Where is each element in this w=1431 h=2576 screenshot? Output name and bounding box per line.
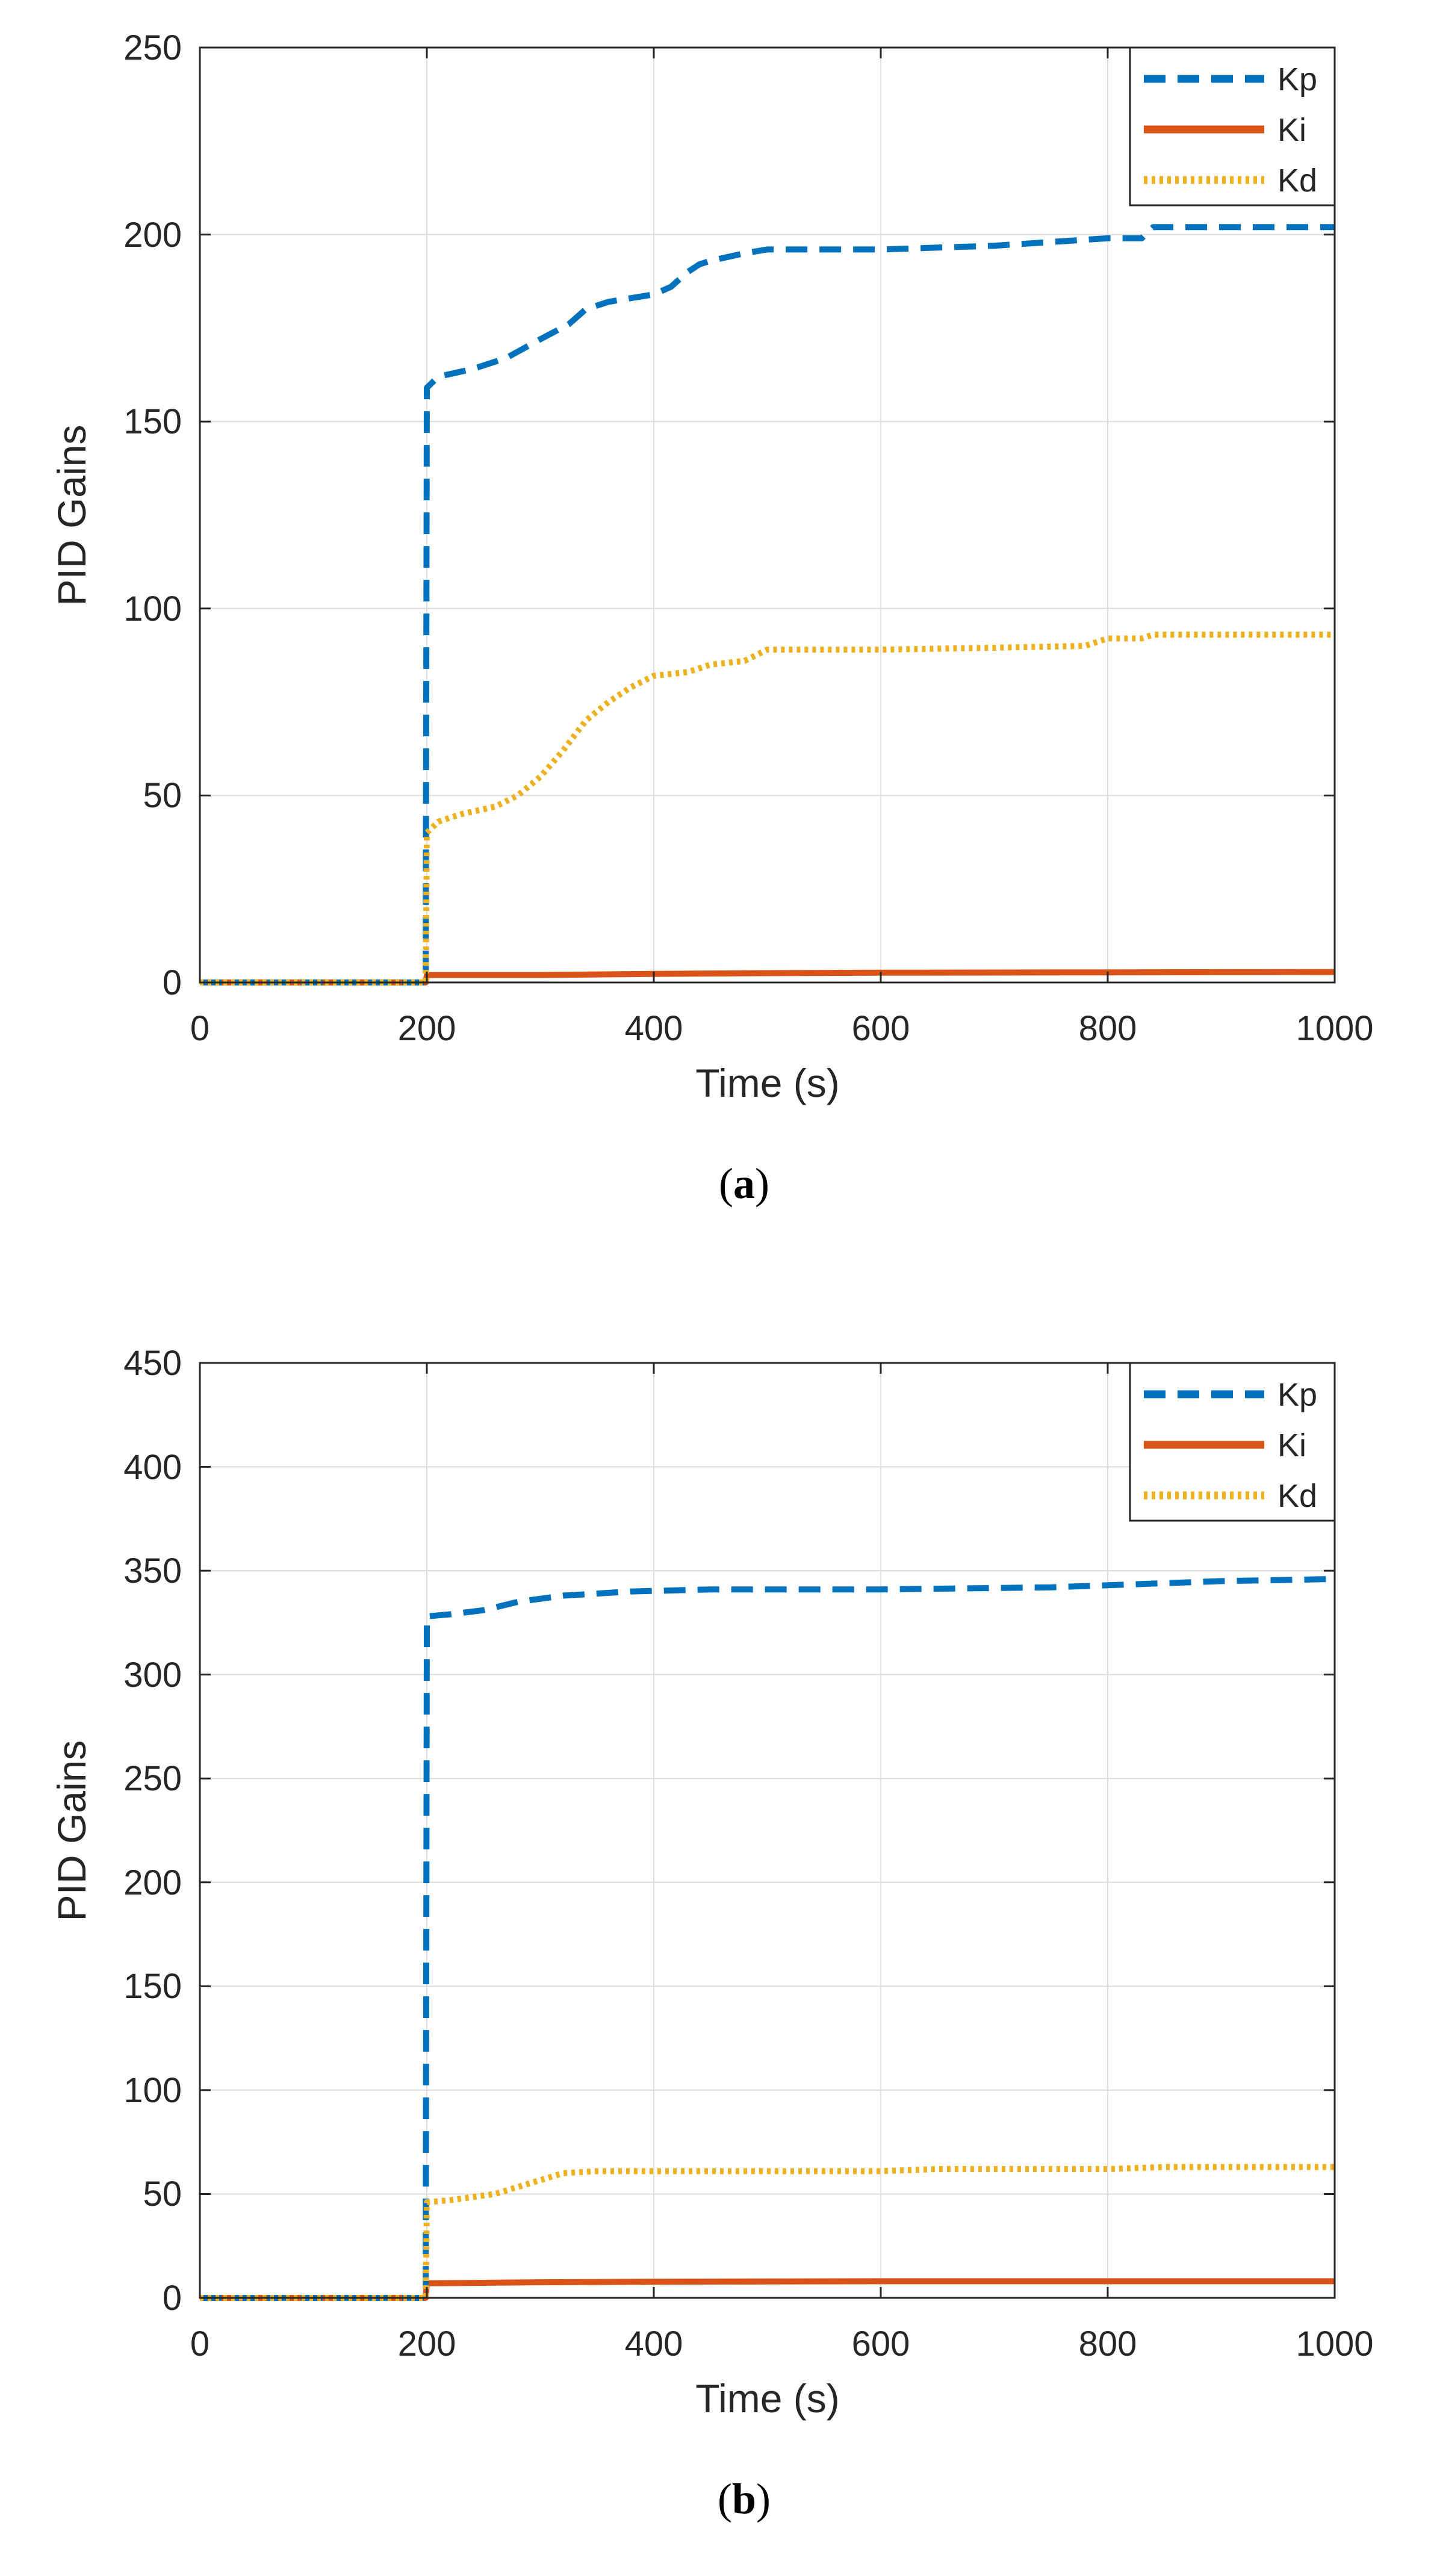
chart-a-legend-label-ki: Ki	[1277, 112, 1306, 148]
chart-a: 0 200 400 600 800 1000 0 50 100 150 200 …	[49, 28, 1374, 1208]
chart-b-xtick-label: 600	[852, 2324, 910, 2363]
chart-b-series-kd-line	[200, 2164, 1335, 2301]
chart-b-ytick-label: 400	[123, 1448, 182, 1487]
chart-a-xtick-labels: 0 200 400 600 800 1000	[190, 1009, 1374, 1048]
chart-b-caption-open: (	[718, 2475, 732, 2523]
chart-b-grid	[199, 1362, 1335, 2298]
chart-a-series-kd-line	[200, 632, 1335, 985]
chart-a-axes-box	[199, 46, 1336, 984]
chart-a-xtick-label: 0	[190, 1009, 210, 1048]
chart-b-ytick-label: 50	[143, 2174, 182, 2214]
chart-b-ytick-label: 0	[163, 2279, 182, 2318]
chart-b-ytick-label: 450	[123, 1344, 182, 1383]
chart-b-ytick-label: 300	[123, 1656, 182, 1695]
chart-a-ytick-label: 200	[123, 216, 182, 255]
chart-b-y-axis-label: PID Gains	[49, 1740, 94, 1922]
chart-b-ytick-labels: 0 50 100 150 200 250 300 350 400 450	[123, 1344, 182, 2318]
chart-a-ytick-label: 0	[163, 963, 182, 1002]
chart-a-series-kp-line	[200, 224, 1335, 985]
chart-a-xtick-label: 600	[852, 1009, 910, 1048]
chart-b-xtick-labels: 0 200 400 600 800 1000	[190, 2324, 1374, 2363]
chart-b-x-axis-label: Time (s)	[695, 2376, 840, 2421]
chart-a-caption-close: )	[755, 1159, 769, 1208]
chart-b-ytick-label: 250	[123, 1759, 182, 1798]
chart-a-caption: (a)	[719, 1159, 769, 1208]
chart-b-caption-letter: b	[732, 2475, 756, 2523]
chart-b-xtick-label: 200	[398, 2324, 456, 2363]
chart-a-legend-label-kp: Kp	[1277, 61, 1317, 98]
chart-a-xtick-label: 400	[625, 1009, 683, 1048]
chart-b-ytick-label: 200	[123, 1863, 182, 1902]
chart-a-xtick-label: 800	[1079, 1009, 1137, 1048]
chart-a-xtick-label: 200	[398, 1009, 456, 1048]
chart-b-legend: Kp Ki Kd	[1129, 1362, 1336, 1522]
chart-a-legend: Kp Ki Kd	[1129, 46, 1336, 206]
chart-a-caption-open: (	[719, 1159, 733, 1208]
chart-b-ytick-label: 150	[123, 1967, 182, 2006]
chart-a-xtick-label: 1000	[1296, 1009, 1373, 1048]
chart-b-xtick-label: 400	[625, 2324, 683, 2363]
chart-b-axes-box	[199, 1362, 1336, 2299]
chart-b-xtick-label: 800	[1079, 2324, 1137, 2363]
chart-b-series-kp-line	[200, 1575, 1335, 2301]
chart-a-ytick-label: 150	[123, 402, 182, 441]
chart-a-ytick-label: 250	[123, 28, 182, 67]
chart-a-legend-label-kd: Kd	[1277, 163, 1317, 199]
chart-b-series	[200, 1575, 1335, 2301]
chart-b-legend-label-kp: Kp	[1277, 1377, 1317, 1413]
chart-a-ytick-labels: 0 50 100 150 200 250	[123, 28, 182, 1002]
chart-a-ytick-label: 50	[143, 776, 182, 815]
chart-b-ytick-label: 350	[123, 1551, 182, 1591]
chart-a-x-axis-label: Time (s)	[695, 1061, 840, 1105]
chart-a-caption-letter: a	[733, 1159, 755, 1208]
chart-a-y-axis-label: PID Gains	[49, 425, 94, 606]
chart-b-xtick-label: 0	[190, 2324, 210, 2363]
chart-b: 0 200 400 600 800 1000 0 50 100 150 200 …	[49, 1344, 1374, 2523]
chart-b-caption: (b)	[718, 2475, 771, 2523]
chart-b-legend-label-ki: Ki	[1277, 1427, 1306, 1463]
chart-b-legend-label-kd: Kd	[1277, 1478, 1317, 1514]
chart-b-caption-close: )	[756, 2475, 771, 2523]
chart-a-ytick-label: 100	[123, 589, 182, 628]
chart-b-ytick-label: 100	[123, 2071, 182, 2110]
chart-b-xtick-label: 1000	[1296, 2324, 1373, 2363]
